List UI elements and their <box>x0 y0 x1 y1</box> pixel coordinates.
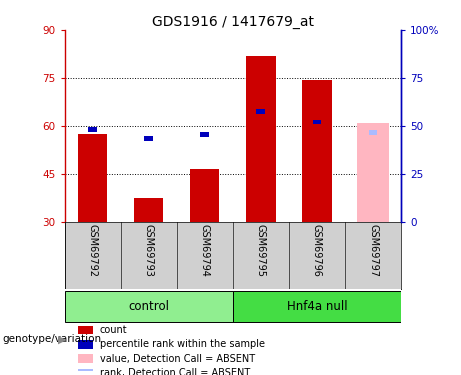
Text: percentile rank within the sample: percentile rank within the sample <box>100 339 265 350</box>
Bar <box>302 80 331 222</box>
Bar <box>78 369 93 375</box>
Text: GSM69797: GSM69797 <box>368 224 378 278</box>
Bar <box>65 291 233 322</box>
Bar <box>190 169 219 222</box>
Bar <box>88 127 97 132</box>
Text: Hnf4a null: Hnf4a null <box>287 300 347 313</box>
Text: rank, Detection Call = ABSENT: rank, Detection Call = ABSENT <box>100 368 250 375</box>
Bar <box>78 354 93 363</box>
Text: ▶: ▶ <box>58 334 66 344</box>
Text: genotype/variation: genotype/variation <box>2 334 101 344</box>
Text: GSM69796: GSM69796 <box>312 224 322 277</box>
Bar <box>313 120 321 124</box>
Bar <box>369 130 378 135</box>
Title: GDS1916 / 1417679_at: GDS1916 / 1417679_at <box>152 15 314 29</box>
Text: GSM69793: GSM69793 <box>144 224 154 277</box>
Text: GSM69792: GSM69792 <box>88 224 98 278</box>
Bar <box>78 340 93 349</box>
Bar <box>233 291 401 322</box>
Text: count: count <box>100 325 128 335</box>
Text: GSM69794: GSM69794 <box>200 224 210 277</box>
Bar <box>201 132 209 137</box>
Bar <box>134 198 163 222</box>
Bar <box>246 56 276 222</box>
Text: GSM69795: GSM69795 <box>256 224 266 278</box>
Bar <box>144 136 153 141</box>
Bar <box>256 109 265 114</box>
Text: value, Detection Call = ABSENT: value, Detection Call = ABSENT <box>100 354 255 364</box>
Text: control: control <box>128 300 169 313</box>
Bar <box>357 123 389 222</box>
Bar <box>78 326 93 334</box>
Bar <box>78 134 107 222</box>
